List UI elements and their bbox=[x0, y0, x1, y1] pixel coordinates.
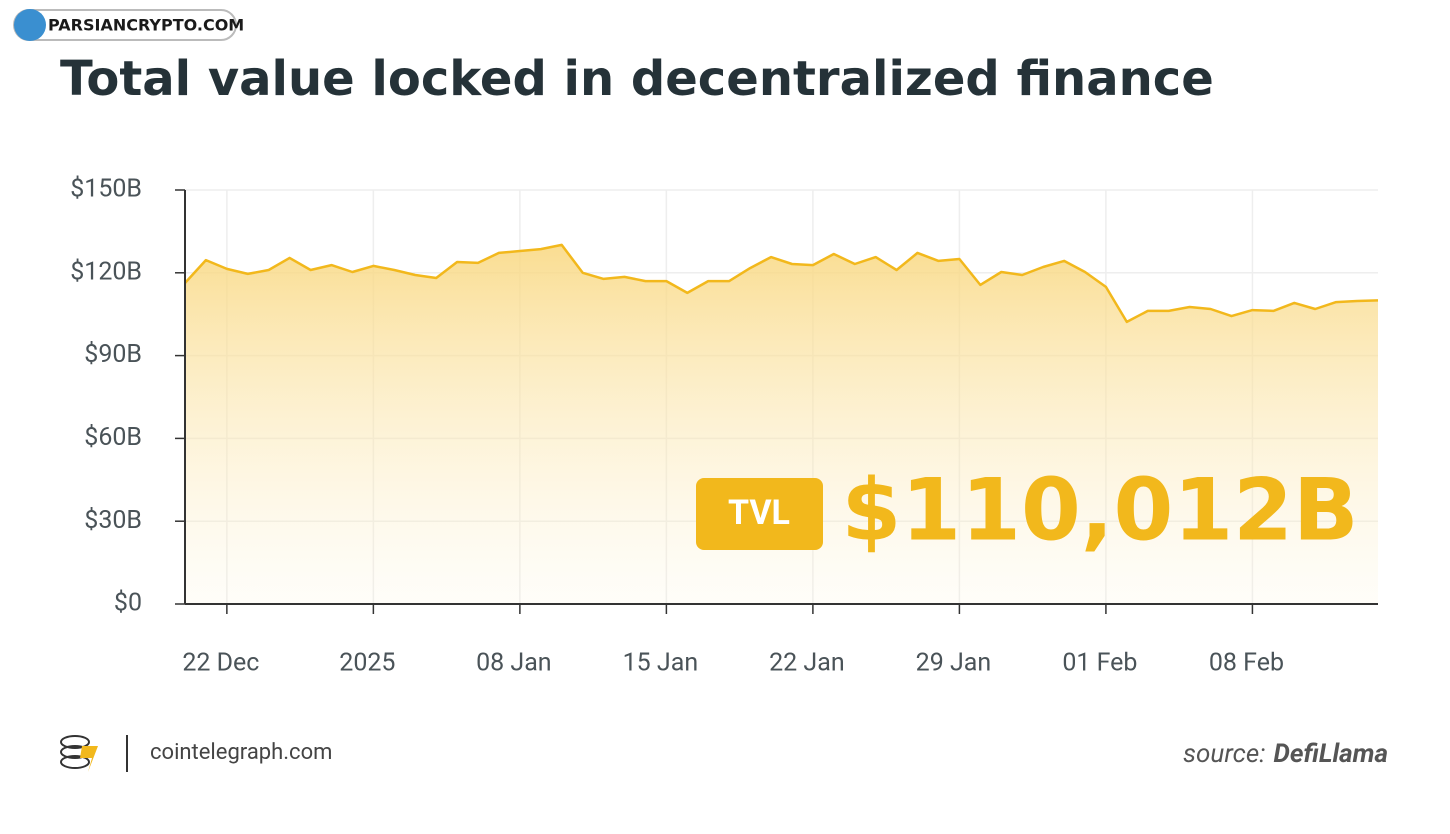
x-tick-label: 08 Feb bbox=[1209, 649, 1284, 678]
x-tick-label: 22 Jan bbox=[769, 649, 845, 678]
y-tick-label: $60B bbox=[84, 423, 142, 452]
y-tick-label: $30B bbox=[84, 506, 142, 535]
y-tick-label: $90B bbox=[84, 340, 142, 369]
x-tick-label: 22 Dec bbox=[182, 649, 259, 678]
x-tick-label: 01 Feb bbox=[1062, 649, 1137, 678]
x-tick-label: 2025 bbox=[339, 649, 395, 678]
y-tick-label: $0 bbox=[114, 589, 142, 618]
source-label: source: bbox=[1183, 739, 1265, 769]
chart-title: Total value locked in decentralized fina… bbox=[60, 51, 1214, 107]
x-tick-label: 08 Jan bbox=[476, 649, 552, 678]
x-tick-label: 15 Jan bbox=[623, 649, 699, 678]
badge: TVL bbox=[696, 478, 823, 550]
site: cointelegraph.com bbox=[150, 740, 332, 765]
plot: $0 $30B $60B $90B $120B $150B 22 Dec 2025 08 Jan… bbox=[70, 175, 1379, 678]
x-tick-label: 29 Jan bbox=[916, 649, 992, 678]
watermark-text: PARSIANCRYPTO.COM bbox=[48, 16, 244, 35]
badge-text: TVL bbox=[728, 493, 790, 533]
area bbox=[185, 244, 1378, 604]
footer-logo bbox=[60, 735, 128, 772]
line bbox=[184, 243, 1379, 324]
source-name: DefiLlama bbox=[1273, 739, 1388, 769]
y-tick-label: $120B bbox=[70, 257, 142, 286]
headline: $110,012B bbox=[841, 460, 1358, 560]
y-tick-label: $150B bbox=[70, 175, 142, 204]
watermark: PARSIANCRYPTO.COM bbox=[13, 9, 244, 41]
source: source: DefiLlama bbox=[1183, 739, 1388, 769]
